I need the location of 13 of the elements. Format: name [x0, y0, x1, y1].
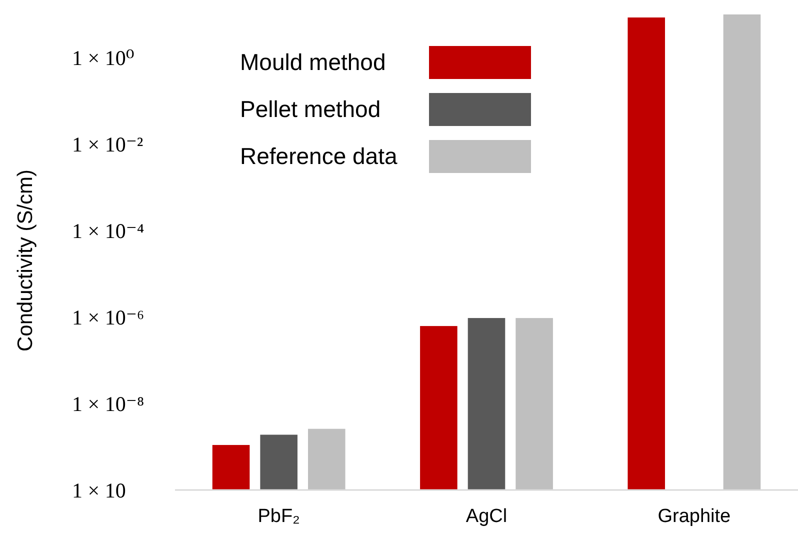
legend-label: Pellet method — [240, 96, 381, 122]
legend-label: Reference data — [240, 143, 398, 170]
x-tick-label: AgCl — [466, 506, 508, 527]
y-tick-label: 1 × 10⁻² — [72, 132, 144, 156]
y-tick-label: 1 × 10⁻⁸ — [72, 392, 144, 416]
y-tick-label: 1 × 10⁰ — [72, 46, 134, 70]
y-tick-label: 1 × 10⁻⁶ — [72, 305, 144, 330]
y-axis-title: Conductivity (S/cm) — [14, 169, 37, 352]
y-tick-label: 1 × 10 — [72, 478, 126, 502]
x-tick-label: PbF₂ — [258, 506, 300, 527]
y-tick-label: 1 × 10⁻⁴ — [72, 218, 144, 243]
legend-label: Mould method — [240, 49, 386, 76]
x-tick-label: Graphite — [658, 506, 731, 527]
